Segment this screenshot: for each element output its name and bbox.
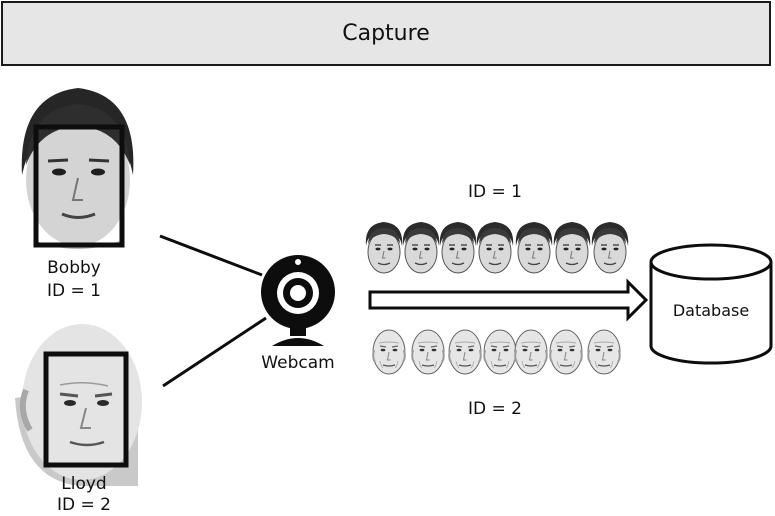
connector-line — [162, 316, 267, 388]
group-id2-label: ID = 2 — [468, 399, 522, 419]
bobby-portrait — [21, 88, 134, 249]
person-id-bobby: ID = 1 — [47, 281, 101, 301]
arrow-to-database — [368, 278, 649, 322]
database-cylinder-icon — [649, 243, 773, 365]
lloyd-portrait — [15, 324, 142, 486]
connector-line — [159, 234, 263, 277]
person-name-bobby: Bobby — [47, 258, 101, 278]
face-strip-id1 — [365, 221, 629, 274]
diagram-title: Capture — [1, 1, 771, 66]
person-name-lloyd: Lloyd — [61, 474, 107, 494]
face-strip-id2 — [372, 329, 621, 375]
group-id1-label: ID = 1 — [468, 182, 522, 202]
database-label: Database — [672, 301, 750, 320]
person-id-lloyd: ID = 2 — [57, 495, 111, 515]
face-detection-box — [43, 351, 129, 468]
webcam-label: Webcam — [261, 353, 335, 373]
webcam-icon — [261, 255, 335, 346]
face-detection-box — [33, 124, 125, 248]
